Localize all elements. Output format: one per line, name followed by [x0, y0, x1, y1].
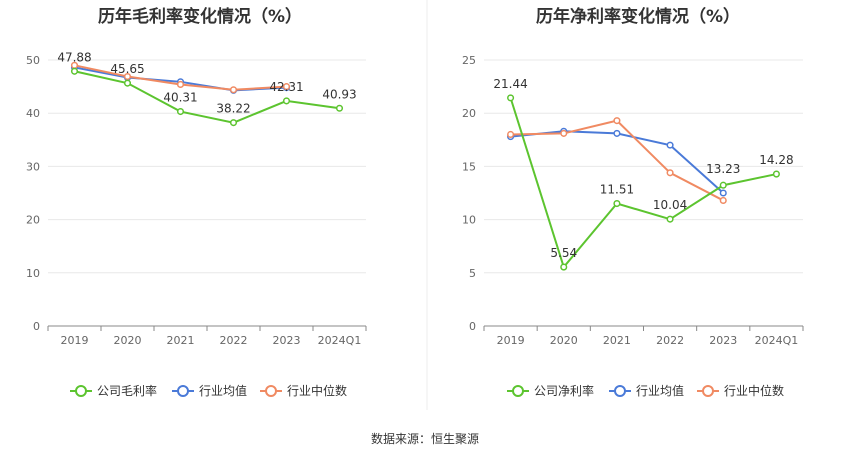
data-point-median [229, 86, 238, 94]
legend-item-median: 行业中位数 [260, 383, 347, 398]
legend-marker [614, 385, 626, 397]
legend-item-company: 公司毛利率 [70, 383, 157, 398]
data-point-median [507, 130, 515, 139]
series-line-company [74, 70, 340, 124]
data-label: 42.31 [269, 80, 303, 94]
y-tick-label: 25 [462, 54, 476, 67]
legend-marker [177, 385, 189, 397]
x-tick-label: 2022 [220, 334, 248, 347]
x-tick-label: 2019 [497, 334, 525, 347]
data-label: 13.23 [706, 162, 740, 176]
data-point-company [560, 263, 568, 271]
legend-label: 行业均值 [199, 383, 247, 398]
y-tick-label: 30 [26, 160, 40, 173]
data-point-company [176, 108, 185, 116]
data-point-median [123, 72, 132, 81]
data-label: 5.54 [550, 246, 577, 260]
legend-marker [265, 385, 277, 397]
data-label: 40.93 [322, 87, 356, 101]
legend-label: 行业中位数 [287, 383, 347, 398]
legend-item-median: 行业中位数 [697, 383, 784, 398]
source-label: 数据来源：恒生聚源 [371, 431, 479, 446]
legend-label: 行业中位数 [724, 383, 784, 398]
legend-label: 行业均值 [636, 383, 684, 398]
data-point-median [560, 129, 568, 137]
x-tick-label: 2021 [603, 334, 631, 347]
data-label: 45.65 [110, 62, 144, 76]
data-point-company [229, 119, 238, 127]
chart-title: 历年毛利率变化情况（%） [98, 6, 302, 27]
legend-item-company: 公司净利率 [507, 383, 594, 398]
x-tick-label: 2020 [550, 334, 578, 347]
y-tick-label: 50 [26, 54, 40, 67]
y-tick-label: 10 [462, 214, 476, 227]
data-point-company [666, 215, 674, 223]
data-label: 14.28 [759, 153, 793, 167]
x-tick-label: 2024Q1 [318, 334, 362, 347]
data-label: 21.44 [493, 77, 527, 91]
net-margin-chart: 历年净利率变化情况（%） 0 5 10 15 20 25 2019 2020 2021 2022 20… [462, 6, 804, 398]
data-point-company [772, 170, 780, 178]
data-label: 40.31 [163, 91, 197, 105]
x-tick-label: 2019 [61, 334, 89, 347]
y-tick-label: 15 [462, 160, 476, 173]
data-point-median [176, 80, 185, 89]
data-point-company [282, 97, 291, 105]
y-tick-label: 0 [33, 320, 40, 333]
y-tick-label: 20 [462, 107, 476, 120]
x-tick-label: 2023 [709, 334, 737, 347]
data-label: 11.51 [600, 183, 634, 197]
data-point-avg [613, 129, 621, 137]
y-tick-label: 0 [469, 320, 476, 333]
y-tick-label: 10 [26, 267, 40, 280]
x-tick-label: 2024Q1 [755, 334, 799, 347]
data-point-company [335, 104, 344, 112]
x-tick-label: 2020 [114, 334, 142, 347]
legend-marker [702, 385, 714, 397]
chart-title: 历年净利率变化情况（%） [536, 6, 740, 27]
x-tick-label: 2022 [656, 334, 684, 347]
legend-marker [75, 385, 87, 397]
y-tick-label: 20 [26, 214, 40, 227]
series-line-company [509, 97, 777, 270]
data-point-company [123, 79, 132, 87]
data-point-median [282, 83, 291, 91]
legend-label: 公司净利率 [534, 383, 594, 398]
y-tick-label: 5 [469, 267, 476, 280]
y-tick-label: 40 [26, 107, 40, 120]
legend-marker [512, 385, 524, 397]
data-label: 38.22 [216, 102, 250, 116]
data-point-company [613, 199, 621, 208]
data-label: 47.88 [57, 50, 91, 64]
data-point-median [719, 196, 727, 204]
legend-item-avg: 行业均值 [172, 383, 247, 398]
legend-item-avg: 行业均值 [609, 383, 684, 398]
data-point-company [507, 94, 515, 102]
data-point-median [613, 117, 621, 125]
legend-label: 公司毛利率 [97, 383, 157, 398]
x-tick-label: 2023 [273, 334, 301, 347]
data-point-median [666, 169, 674, 177]
data-label: 10.04 [653, 198, 687, 212]
data-point-avg [666, 141, 674, 149]
data-point-avg [719, 189, 727, 197]
x-tick-label: 2021 [167, 334, 195, 347]
gross-margin-chart: 历年毛利率变化情况（%） 0 10 20 30 40 50 2019 2020 2021 2022 2… [26, 6, 367, 398]
data-point-company [719, 181, 727, 189]
data-point-company [70, 67, 79, 75]
